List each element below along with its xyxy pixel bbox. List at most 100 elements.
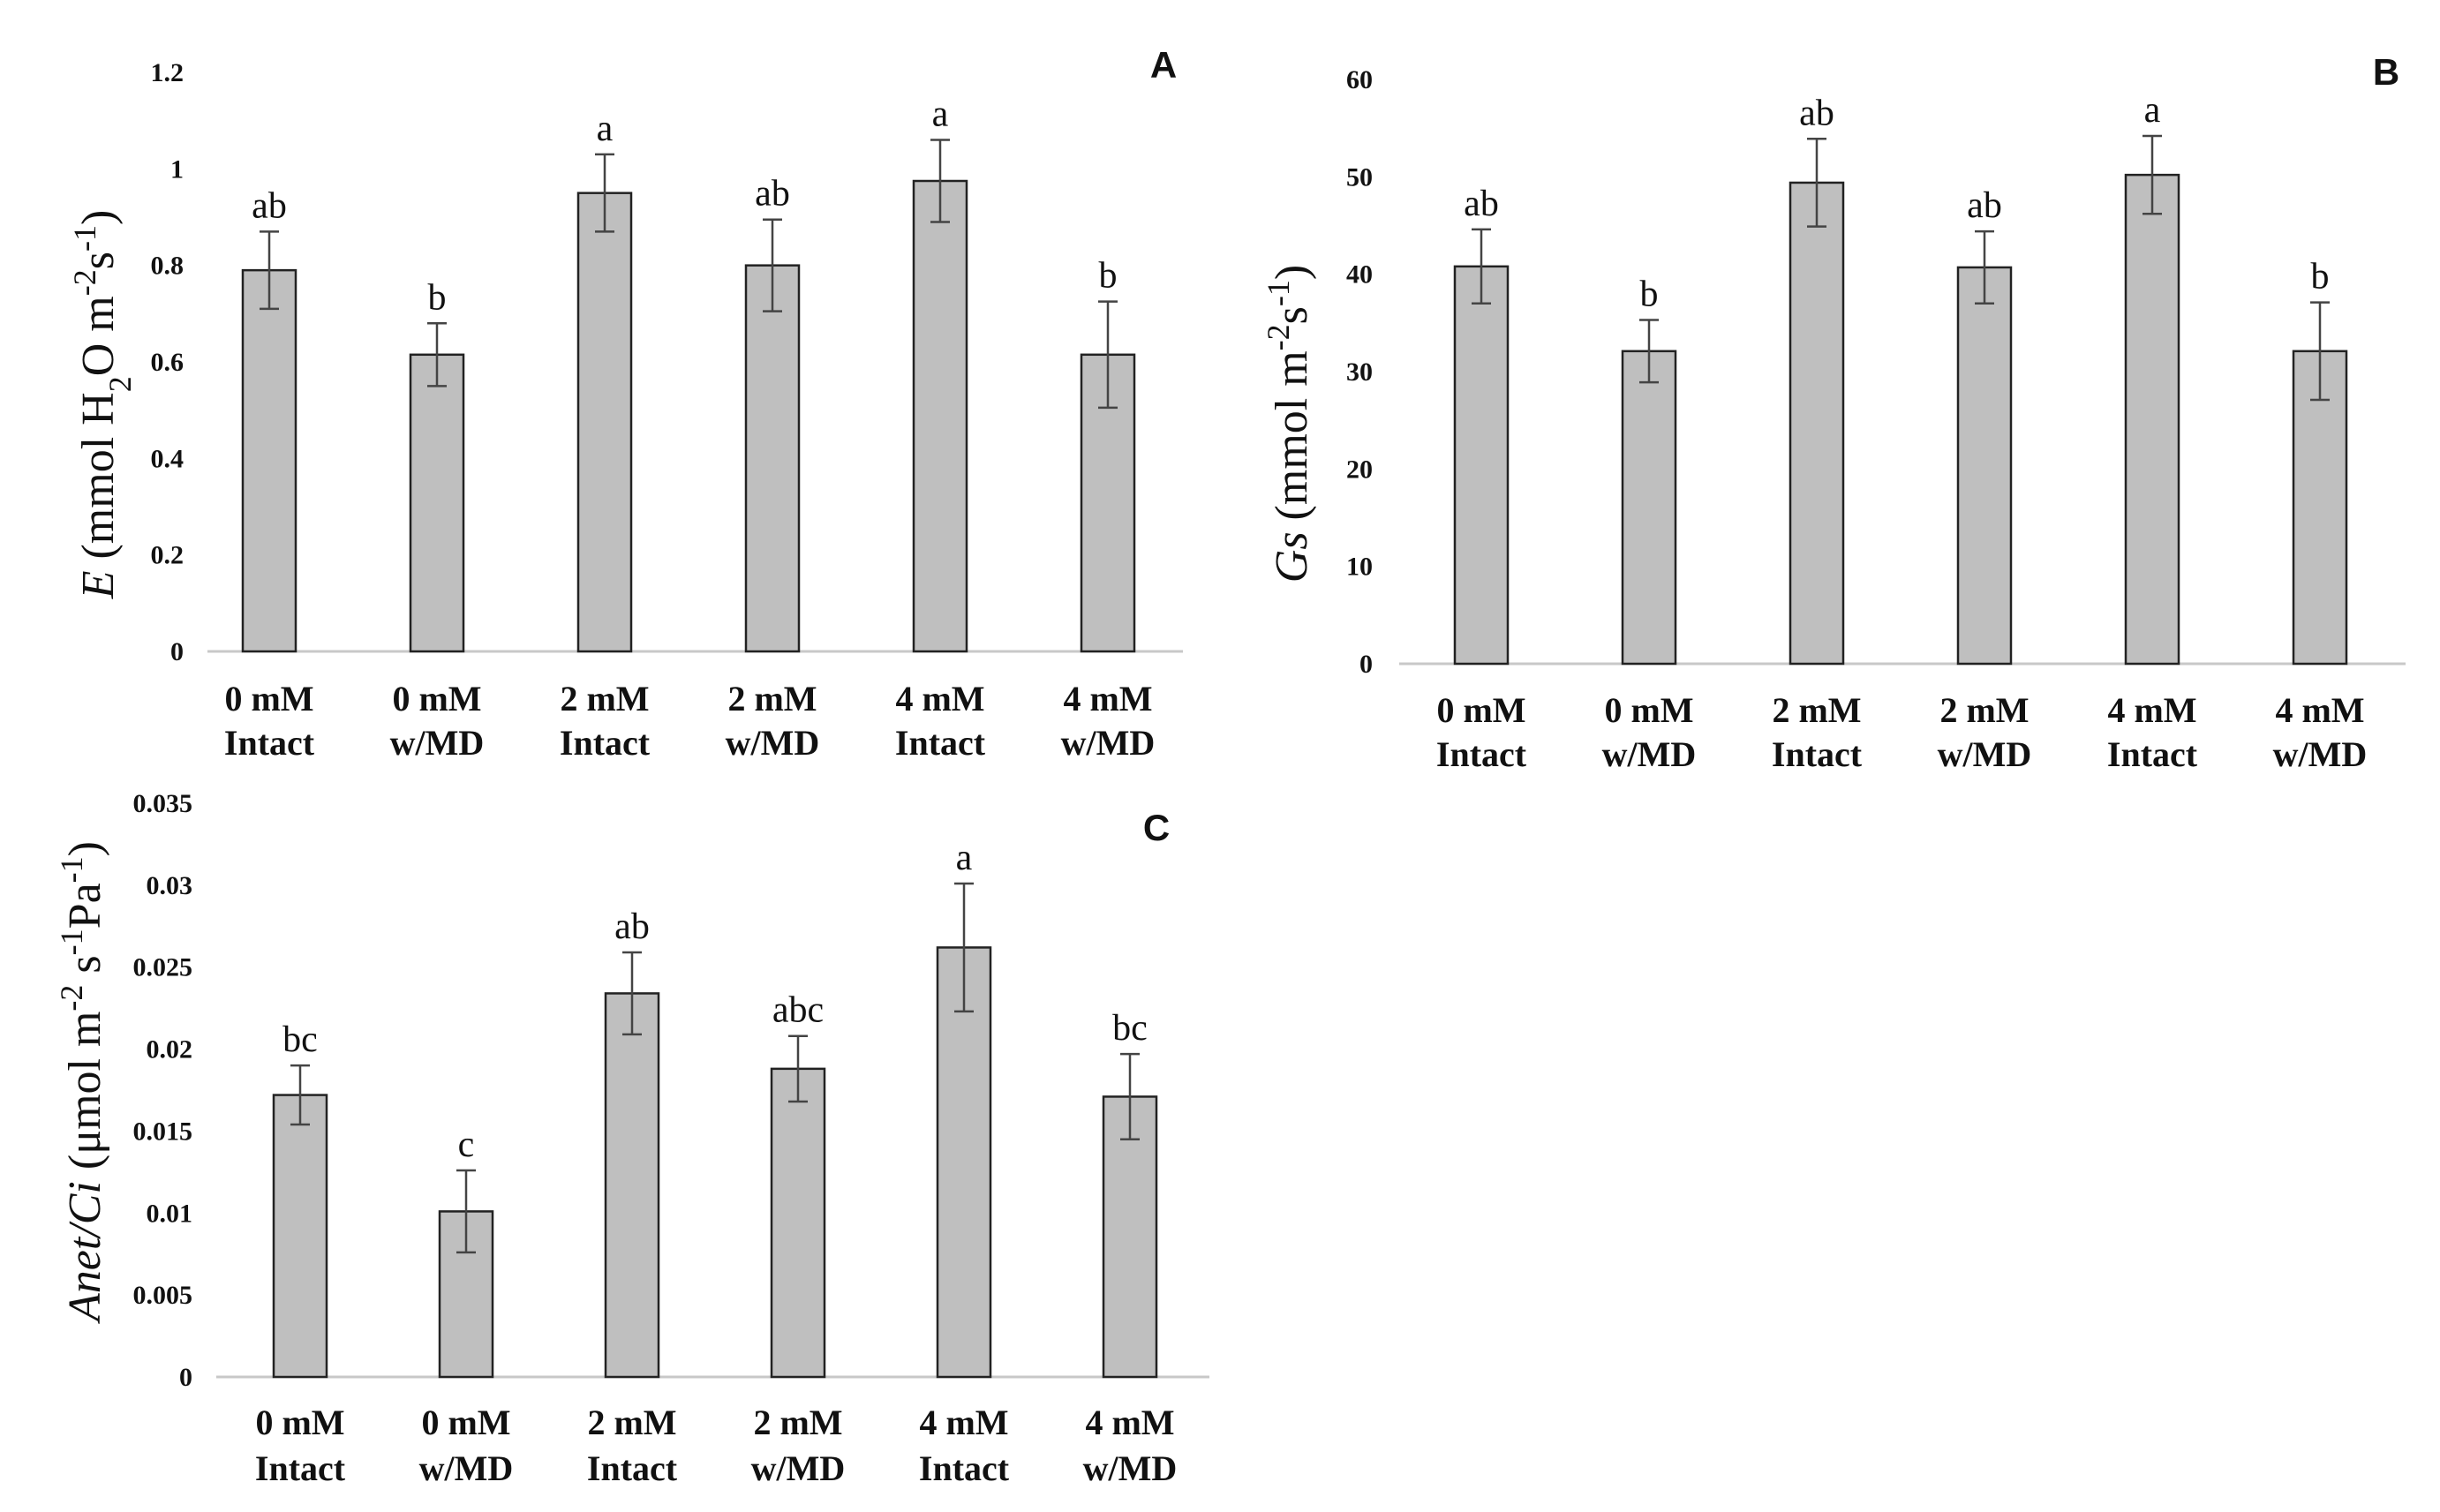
ylabel-sub: 2 [102,376,138,392]
y-tick-label: 30 [1346,357,1373,387]
significance-letter: ab [1799,93,1834,133]
x-tick-label-treatment: w/MD [1083,1448,1178,1488]
x-tick-label-concentration: 4 mM [1085,1403,1174,1442]
significance-letter: c [458,1125,475,1165]
panel-c-chart: C Anet/Ci (μmol m-2 s-1Pa-1) 00.0050.010… [54,789,1209,1488]
ylabel-italic: Gs [1267,531,1317,583]
x-tick-label-concentration: 4 mM [919,1403,1008,1442]
x-tick-label-concentration: 0 mM [224,679,313,718]
bar [1621,350,1677,666]
panel-b-y-axis-label: Gs (mmol m-2s-1) [1261,265,1317,583]
y-tick-label: 0 [170,637,184,666]
ylabel-sup2: -1 [1261,280,1296,306]
panel-c-y-axis-label: Anet/Ci (μmol m-2 s-1Pa-1) [54,841,110,1324]
ylabel-sup1: -2 [1261,324,1296,350]
x-tick-label-treatment: w/MD [2273,734,2368,774]
x-tick-label-concentration: 0 mM [421,1403,510,1442]
significance-letter: a [2144,90,2161,131]
y-tick-label: 0.005 [133,1281,193,1310]
bar [744,264,801,653]
significance-letter: ab [1967,185,2002,226]
ylabel-text2: s [1267,306,1317,324]
y-tick-label: 0.2 [151,541,185,570]
y-tick-label: 0 [1359,650,1373,679]
ylabel-text4: ) [60,841,110,856]
x-tick-label-treatment: Intact [895,723,986,763]
significance-letter: ab [614,906,650,947]
x-tick-label-treatment: w/MD [751,1448,846,1488]
bar [770,1067,826,1379]
ylabel-sup2: -1 [67,225,102,252]
x-tick-label-treatment: w/MD [390,723,485,763]
x-tick-label-concentration: 0 mM [1436,690,1525,730]
y-tick-label: 0 [179,1363,192,1392]
x-tick-label-concentration: 0 mM [1604,690,1693,730]
bar [1080,353,1136,653]
significance-letter: a [597,109,614,149]
significance-letter: b [1099,256,1118,297]
y-tick-label: 50 [1346,162,1373,192]
panel-a-chart: A E (mmol H2O m-2s-1) 0 0.2 0.4 0.6 0.8 1 1.2 a… [67,44,1183,763]
y-tick-label: 0.015 [133,1117,193,1146]
x-tick-label-treatment: Intact [560,723,651,763]
y-tick-label: 10 [1346,553,1373,582]
significance-letter: ab [755,174,790,214]
x-tick-label-treatment: Intact [587,1448,678,1488]
significance-letter: ab [1464,184,1499,224]
bar [2124,173,2180,666]
x-tick-label-treatment: w/MD [1938,734,2032,774]
ylabel-text2: O m [73,296,124,376]
bar [912,179,968,653]
ylabel-sup3: -1 [54,856,89,883]
y-tick-label: 0.8 [151,252,185,281]
x-tick-label-concentration: 0 mM [255,1403,344,1442]
significance-letter: bc [282,1019,318,1060]
bar [409,353,465,653]
significance-letter: b [1640,275,1659,315]
x-tick-label-concentration: 2 mM [753,1403,842,1442]
ylabel-italic: Anet/Ci [60,1181,110,1324]
y-tick-label: 0.035 [133,789,193,818]
ylabel-italic: E [73,571,124,600]
x-tick-label-concentration: 2 mM [1772,690,1861,730]
x-tick-label-treatment: Intact [2107,734,2198,774]
bar [576,192,633,653]
y-tick-label: 20 [1346,455,1373,484]
x-tick-label-concentration: 0 mM [392,679,481,718]
significance-letter: a [956,838,973,878]
x-tick-label-concentration: 4 mM [1063,679,1152,718]
panel-a-label: A [1150,44,1177,86]
ylabel-sup1: -2 [54,985,89,1012]
x-tick-label-concentration: 4 mM [2107,690,2196,730]
bar [1102,1095,1158,1379]
bar [272,1094,328,1379]
x-tick-label-treatment: Intact [1436,734,1527,774]
ylabel-text2: s [60,955,110,984]
significance-letter: abc [772,990,824,1031]
ylabel-text: (μmol m [60,1012,110,1182]
bar [1789,181,1845,666]
y-tick-label: 0.025 [133,953,193,982]
x-tick-label-treatment: Intact [224,723,315,763]
bar [1453,265,1510,666]
ylabel-sup2: -1 [54,929,89,955]
x-tick-label-treatment: w/MD [1602,734,1697,774]
x-tick-label-treatment: Intact [919,1448,1010,1488]
ylabel-text: (mmol H [73,392,124,570]
panel-a-y-axis-label: E (mmol H2O m-2s-1) [67,210,138,600]
y-tick-label: 0.4 [151,444,185,473]
y-tick-label: 1 [170,154,184,184]
panel-c-label: C [1143,807,1170,848]
y-tick-label: 1.2 [151,58,185,87]
x-tick-label-concentration: 2 mM [560,679,649,718]
x-tick-label-concentration: 4 mM [2275,690,2364,730]
x-tick-label-treatment: w/MD [726,723,820,763]
ylabel-text3: s [73,252,124,269]
y-tick-label: 60 [1346,65,1373,94]
significance-letter: ab [252,185,287,226]
significance-letter: bc [1112,1008,1148,1049]
x-tick-label-treatment: w/MD [419,1448,514,1488]
ylabel-text: (mmol m [1267,350,1317,531]
